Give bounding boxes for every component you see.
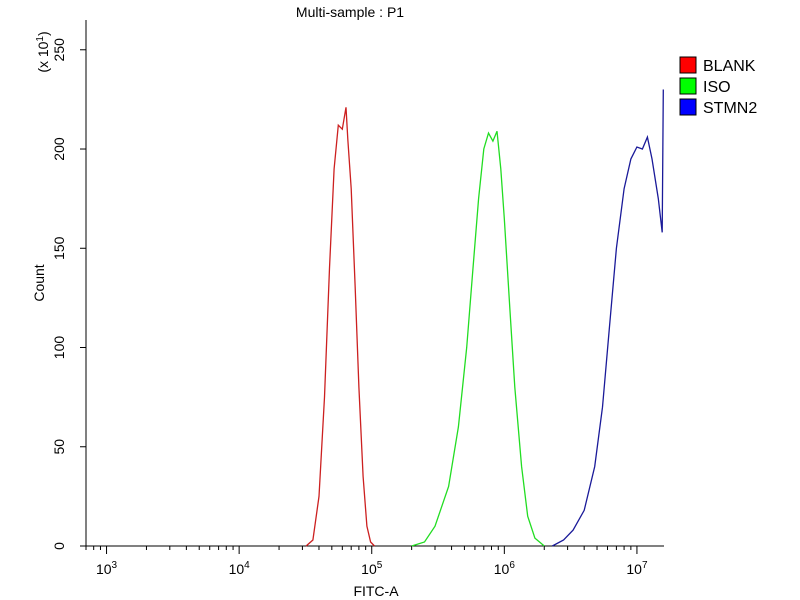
x-tick-exponent: 7 bbox=[642, 560, 648, 571]
x-tick-base: 10 bbox=[626, 561, 642, 577]
legend-label-stmn2: STMN2 bbox=[703, 100, 757, 117]
x-tick-base: 10 bbox=[229, 561, 245, 577]
x-tick-label: 106 bbox=[494, 560, 516, 577]
x-tick-label: 104 bbox=[229, 560, 251, 577]
x-axis-ticks: 103 104 105 106 107 bbox=[85, 546, 648, 577]
y-axis-label: Count bbox=[31, 264, 47, 301]
y-tick-label: 50 bbox=[51, 439, 67, 455]
series-line-blank bbox=[305, 107, 375, 547]
series-line-iso bbox=[411, 130, 545, 547]
y-multiplier-exponent: 1 bbox=[35, 36, 46, 42]
series-line-stmn2 bbox=[551, 89, 664, 547]
x-tick-label: 105 bbox=[361, 560, 383, 577]
y-tick-label: 250 bbox=[51, 38, 67, 62]
x-tick-exponent: 6 bbox=[509, 560, 515, 571]
y-tick-label: 100 bbox=[51, 336, 67, 360]
chart-title: Multi-sample : P1 bbox=[296, 4, 404, 20]
x-tick-base: 10 bbox=[361, 561, 377, 577]
x-tick-base: 10 bbox=[96, 561, 112, 577]
x-tick-base: 10 bbox=[494, 561, 510, 577]
x-tick-exponent: 3 bbox=[112, 560, 118, 571]
y-multiplier-prefix: (x 10 bbox=[35, 41, 51, 72]
y-multiplier-suffix: ) bbox=[35, 31, 51, 36]
x-axis-label: FITC-A bbox=[353, 583, 399, 599]
legend-swatch-stmn2 bbox=[679, 98, 697, 116]
y-tick-label: 150 bbox=[51, 236, 67, 260]
x-tick-label: 103 bbox=[96, 560, 118, 577]
x-tick-label: 107 bbox=[626, 560, 648, 577]
y-tick-label: 200 bbox=[51, 137, 67, 161]
legend: BLANK ISO STMN2 bbox=[679, 56, 757, 117]
legend-label-blank: BLANK bbox=[703, 58, 756, 75]
legend-swatch-blank bbox=[679, 56, 697, 74]
y-axis-ticks: 0 50 100 150 200 250 bbox=[51, 38, 86, 550]
x-tick-exponent: 4 bbox=[244, 560, 250, 571]
y-tick-label: 0 bbox=[51, 542, 67, 550]
legend-swatch-iso bbox=[679, 77, 697, 95]
x-tick-exponent: 5 bbox=[377, 560, 383, 571]
legend-label-iso: ISO bbox=[703, 79, 731, 96]
y-axis-multiplier: (x 101) bbox=[35, 31, 51, 72]
plot-area bbox=[85, 20, 664, 547]
series-group bbox=[305, 89, 664, 547]
